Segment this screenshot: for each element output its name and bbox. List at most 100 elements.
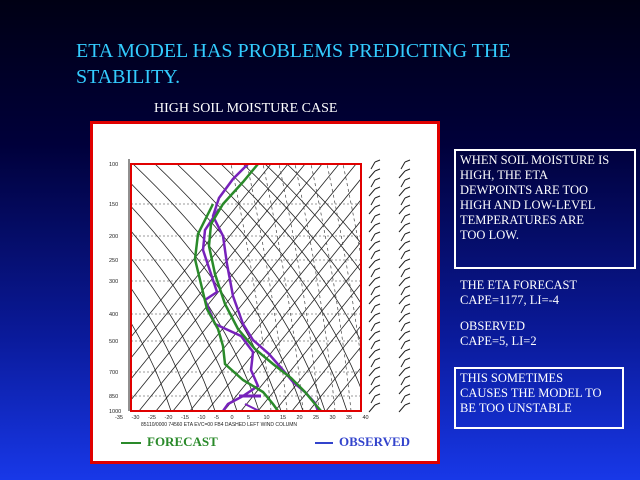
temperature-label: 30 [330,415,336,421]
isotherm-line [274,304,361,411]
dry-adiabat [264,164,361,273]
isotherm-line [308,346,361,411]
diagram-footer-text: 85110/0000 74560 ETA EVC=00 FB4 DASHED L… [141,422,297,428]
forecast-temperature-line [207,164,322,411]
pressure-label: 300 [109,279,118,285]
wind-barb-right [404,321,411,325]
wind-barb-left [374,402,381,406]
soil-moisture-note-line-5: TEMPERATURES ARE [460,213,584,227]
wind-barb-right [400,215,406,224]
wind-barb-right [404,213,411,217]
temperature-label: 5 [247,415,250,421]
wind-barb-right [400,161,406,170]
wind-barb-left [370,323,376,332]
wind-barb-right [400,197,406,206]
wind-barb-left [368,170,376,179]
wind-barb-left [368,224,376,233]
slide-title: ETA MODEL HAS PROBLEMS PREDICTING THE ST… [76,38,596,90]
wind-barb-left [370,251,376,260]
unstable-note-line-1: THIS SOMETIMES [460,371,564,385]
pressure-label: 150 [109,202,118,208]
wind-barb-right [398,386,406,395]
isotherm-line [131,164,289,359]
wind-barb-right [404,168,411,172]
temperature-label: -35 [115,415,123,421]
soil-moisture-note-line-3: DEWPOINTS ARE TOO [460,183,589,197]
wind-barb-right [404,249,411,253]
wind-barb-left [370,359,376,368]
observed-note-line-2: CAPE=5, LI=2 [460,334,537,348]
wind-barb-right [398,296,406,305]
wind-barb-left [374,339,381,343]
wind-barb-right [398,278,406,287]
wind-barb-left [370,287,376,296]
moist-adiabat [310,164,352,411]
wind-barb-left [370,197,376,206]
wind-barb-left [368,368,376,377]
dry-adiabat [154,164,326,411]
wind-barb-left [374,330,381,334]
forecast-note-line-1: THE ETA FORECAST [460,278,578,292]
wind-barb-right [400,395,406,404]
dry-adiabat [131,322,172,411]
wind-barb-right [398,170,406,179]
wind-barb-left [374,303,381,307]
wind-barb-left [374,159,381,163]
dry-adiabat [131,230,238,411]
unstable-note-line-2: CAUSES THE MODEL TO [460,386,602,400]
wind-barb-right [404,231,411,235]
wind-barb-right [398,206,406,215]
legend-forecast: FORECAST [121,434,218,450]
moist-adiabat [294,164,336,411]
wind-barb-left [374,357,381,361]
forecast-note-line-2: CAPE=1177, LI=-4 [460,293,560,307]
title-line-2: STABILITY. [76,66,181,88]
wind-barb-left [374,267,381,271]
wind-barb-right [400,251,406,260]
temperature-label: 15 [280,415,286,421]
skewt-panel: 100 150 200 250 300 400 500 700 850 1000 -35 -30 -25… [90,121,440,464]
wind-barb-right [400,269,406,278]
wind-barb-left [374,186,381,190]
wind-barb-right [404,348,411,352]
unstable-note-line-3: BE TOO UNSTABLE [460,401,572,415]
isotherm-line [138,164,340,411]
wind-barb-right [398,188,406,197]
wind-barb-left [374,393,381,397]
wind-barb-right [400,359,406,368]
wind-barb-left [368,332,376,341]
isotherm-line [172,178,361,411]
wind-barb-left [374,213,381,217]
temperature-label: -5 [214,415,219,421]
wind-barb-right [400,377,406,386]
legend-observed-label: OBSERVED [339,434,411,449]
temperature-label: -25 [148,415,156,421]
dry-adiabat [131,257,216,411]
title-line-1: ETA MODEL HAS PROBLEMS PREDICTING THE [76,40,511,62]
wind-barb-left [368,188,376,197]
wind-barb-left [368,278,376,287]
dry-adiabat [131,287,194,411]
wind-barb-left [374,258,381,262]
wind-barb-right [398,314,406,323]
wind-barb-left [370,395,376,404]
skewt-plot-area [131,164,361,411]
temperature-label: -15 [181,415,189,421]
isotherm-line [206,220,361,411]
wind-barb-left [374,168,381,172]
wind-barb-right [400,341,406,350]
dry-adiabat [286,164,361,244]
wind-barb-left [370,179,376,188]
pressure-label: 1000 [109,409,121,415]
forecast-dewpoint-line [193,203,280,411]
wind-barb-left [368,242,376,251]
temperature-label: 10 [264,415,270,421]
isotherm-line [257,283,361,411]
wind-barb-right [398,224,406,233]
wind-barb-left [374,222,381,226]
wind-barb-right [404,159,411,163]
temperature-label: 25 [313,415,319,421]
wind-barb-right [404,195,411,199]
temperature-label: 20 [297,415,303,421]
temperature-label: 0 [231,415,234,421]
